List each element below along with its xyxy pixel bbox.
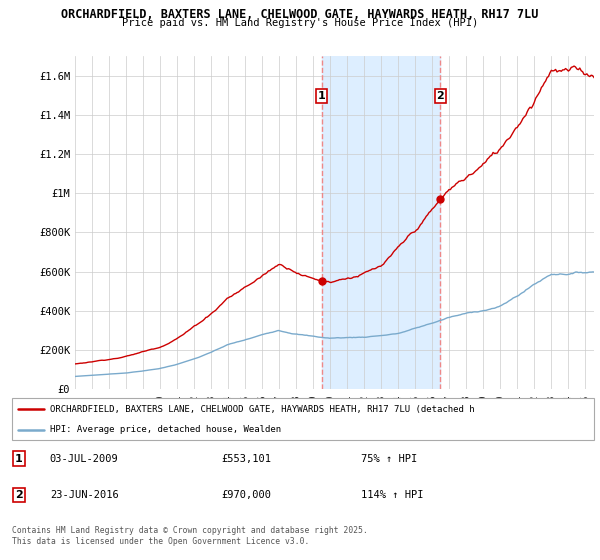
Text: Contains HM Land Registry data © Crown copyright and database right 2025.
This d: Contains HM Land Registry data © Crown c… bbox=[12, 526, 368, 546]
Text: HPI: Average price, detached house, Wealden: HPI: Average price, detached house, Weal… bbox=[50, 426, 281, 435]
Bar bbox=[322, 56, 440, 389]
Text: 03-JUL-2009: 03-JUL-2009 bbox=[50, 454, 119, 464]
Text: 23-JUN-2016: 23-JUN-2016 bbox=[50, 490, 119, 500]
Text: 1: 1 bbox=[15, 454, 23, 464]
Text: £970,000: £970,000 bbox=[221, 490, 272, 500]
Text: 75% ↑ HPI: 75% ↑ HPI bbox=[361, 454, 418, 464]
Text: ORCHARDFIELD, BAXTERS LANE, CHELWOOD GATE, HAYWARDS HEATH, RH17 7LU: ORCHARDFIELD, BAXTERS LANE, CHELWOOD GAT… bbox=[61, 8, 539, 21]
Text: £553,101: £553,101 bbox=[221, 454, 272, 464]
Text: Price paid vs. HM Land Registry's House Price Index (HPI): Price paid vs. HM Land Registry's House … bbox=[122, 18, 478, 29]
Text: 2: 2 bbox=[15, 490, 23, 500]
Text: ORCHARDFIELD, BAXTERS LANE, CHELWOOD GATE, HAYWARDS HEATH, RH17 7LU (detached h: ORCHARDFIELD, BAXTERS LANE, CHELWOOD GAT… bbox=[50, 405, 475, 414]
Text: 1: 1 bbox=[318, 91, 326, 101]
Text: 2: 2 bbox=[436, 91, 444, 101]
Text: 114% ↑ HPI: 114% ↑ HPI bbox=[361, 490, 424, 500]
FancyBboxPatch shape bbox=[12, 398, 594, 440]
